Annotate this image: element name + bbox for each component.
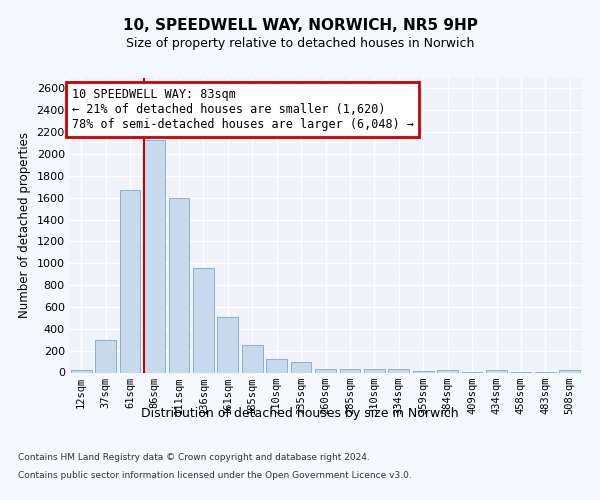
Y-axis label: Number of detached properties: Number of detached properties: [18, 132, 31, 318]
Bar: [144, 140, 165, 372]
Bar: [290, 362, 311, 372]
Bar: [486, 370, 507, 372]
Bar: [242, 345, 263, 372]
Bar: [364, 369, 385, 372]
Text: 10, SPEEDWELL WAY, NORWICH, NR5 9HP: 10, SPEEDWELL WAY, NORWICH, NR5 9HP: [122, 18, 478, 32]
Bar: [119, 190, 140, 372]
Bar: [71, 370, 92, 372]
Bar: [169, 198, 190, 372]
Bar: [95, 340, 116, 372]
Text: Contains public sector information licensed under the Open Government Licence v3: Contains public sector information licen…: [18, 471, 412, 480]
Text: Contains HM Land Registry data © Crown copyright and database right 2024.: Contains HM Land Registry data © Crown c…: [18, 452, 370, 462]
Bar: [266, 359, 287, 372]
Bar: [413, 371, 434, 372]
Bar: [315, 368, 336, 372]
Bar: [437, 370, 458, 372]
Bar: [217, 318, 238, 372]
Text: Size of property relative to detached houses in Norwich: Size of property relative to detached ho…: [126, 38, 474, 51]
Bar: [340, 368, 361, 372]
Bar: [559, 370, 580, 372]
Bar: [388, 368, 409, 372]
Bar: [193, 268, 214, 372]
Text: Distribution of detached houses by size in Norwich: Distribution of detached houses by size …: [141, 408, 459, 420]
Text: 10 SPEEDWELL WAY: 83sqm
← 21% of detached houses are smaller (1,620)
78% of semi: 10 SPEEDWELL WAY: 83sqm ← 21% of detache…: [71, 88, 413, 131]
